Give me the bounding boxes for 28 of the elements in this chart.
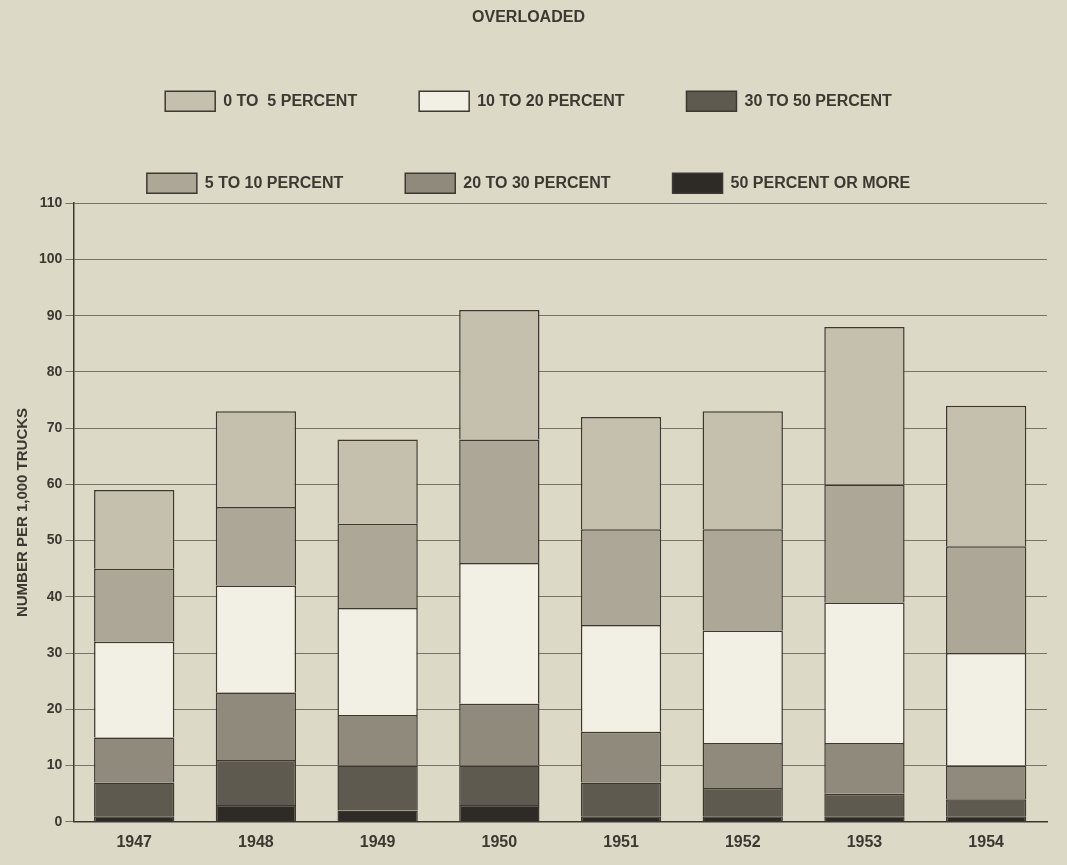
x-tick-label: 1953 — [846, 832, 883, 850]
y-tick-label: 40 — [46, 587, 63, 604]
y-tick-label: 70 — [46, 419, 63, 435]
y-tick-label: 20 — [46, 700, 63, 717]
y-tick-label: 60 — [46, 475, 63, 492]
x-tick-label: 1950 — [481, 832, 518, 850]
x-tick-label: 1954 — [968, 832, 1005, 850]
y-tick-label: 50 — [46, 531, 63, 548]
legend-label: 10 TO 20 PERCENT — [477, 91, 625, 109]
y-tick-label: 80 — [46, 362, 63, 379]
legend-title: OVERLOADED — [472, 8, 585, 26]
x-tick-label: 1947 — [116, 832, 153, 850]
y-tick-label: 100 — [39, 250, 63, 267]
y-tick-label: 30 — [46, 643, 63, 660]
x-tick-label: 1951 — [603, 832, 639, 850]
legend-label: 0 TO 5 PERCENT — [223, 91, 358, 109]
legend-label: 50 PERCENT OR MORE — [730, 173, 911, 191]
legend-label: 5 TO 10 PERCENT — [204, 173, 344, 191]
legend-label: 20 TO 30 PERCENT — [463, 173, 611, 191]
y-tick-label: 10 — [46, 756, 63, 773]
x-tick-label: 1948 — [238, 832, 274, 850]
y-tick-label: 90 — [46, 306, 63, 323]
y-tick-label: 110 — [39, 194, 63, 211]
y-axis-title: NUMBER PER 1,000 TRUCKS — [13, 407, 31, 618]
x-tick-label: 1949 — [359, 832, 396, 850]
x-tick-label: 1952 — [724, 832, 761, 850]
y-tick-label: 0 — [54, 812, 63, 829]
legend-label: 30 TO 50 PERCENT — [744, 91, 893, 109]
